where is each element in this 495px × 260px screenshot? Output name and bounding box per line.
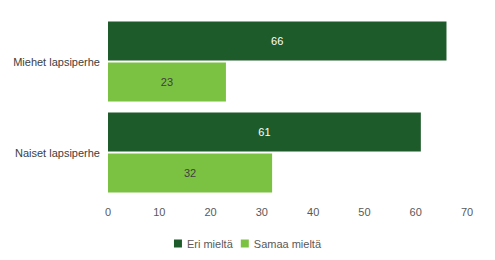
- svg-text:70: 70: [461, 206, 473, 218]
- svg-text:Samaa mieltä: Samaa mieltä: [254, 238, 322, 250]
- svg-text:Eri mieltä: Eri mieltä: [187, 238, 234, 250]
- svg-text:10: 10: [153, 206, 165, 218]
- svg-text:50: 50: [358, 206, 370, 218]
- svg-text:Miehet lapsiperhe: Miehet lapsiperhe: [13, 56, 100, 68]
- svg-text:66: 66: [271, 35, 283, 47]
- svg-text:32: 32: [184, 167, 196, 179]
- svg-text:30: 30: [256, 206, 268, 218]
- svg-text:40: 40: [307, 206, 319, 218]
- svg-text:61: 61: [258, 126, 270, 138]
- svg-text:Naiset lapsiperhe: Naiset lapsiperhe: [15, 147, 100, 159]
- svg-text:20: 20: [204, 206, 216, 218]
- svg-text:23: 23: [161, 76, 173, 88]
- svg-text:0: 0: [105, 206, 111, 218]
- svg-text:60: 60: [410, 206, 422, 218]
